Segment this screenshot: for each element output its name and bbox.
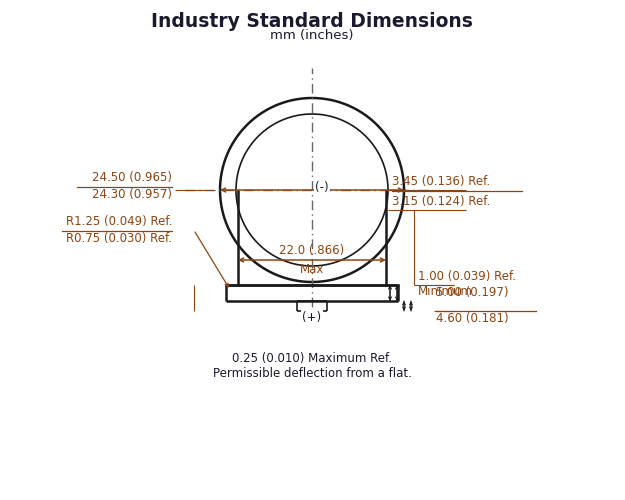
Text: 5.00 (0.197): 5.00 (0.197) [436, 286, 509, 299]
Text: 22.0 (.866): 22.0 (.866) [279, 244, 344, 257]
Text: mm (inches): mm (inches) [270, 29, 354, 42]
Text: 24.50 (0.965): 24.50 (0.965) [92, 171, 172, 184]
Text: 1.00 (0.039) Ref.: 1.00 (0.039) Ref. [418, 270, 516, 283]
Text: 0.25 (0.010) Maximum Ref.: 0.25 (0.010) Maximum Ref. [232, 352, 392, 365]
Text: Permissible deflection from a flat.: Permissible deflection from a flat. [213, 367, 411, 380]
Text: 4.60 (0.181): 4.60 (0.181) [436, 312, 509, 325]
Text: Minimum: Minimum [418, 285, 473, 298]
Text: 24.30 (0.957): 24.30 (0.957) [92, 188, 172, 201]
Text: (+): (+) [302, 310, 322, 324]
Text: Industry Standard Dimensions: Industry Standard Dimensions [151, 12, 473, 31]
Text: R1.25 (0.049) Ref.: R1.25 (0.049) Ref. [66, 215, 172, 228]
Text: 3.45 (0.136) Ref.: 3.45 (0.136) Ref. [392, 175, 490, 188]
Text: (-): (-) [315, 182, 329, 194]
Text: R0.75 (0.030) Ref.: R0.75 (0.030) Ref. [66, 232, 172, 245]
Text: 3.15 (0.124) Ref.: 3.15 (0.124) Ref. [392, 195, 490, 208]
Text: Max: Max [300, 263, 324, 276]
